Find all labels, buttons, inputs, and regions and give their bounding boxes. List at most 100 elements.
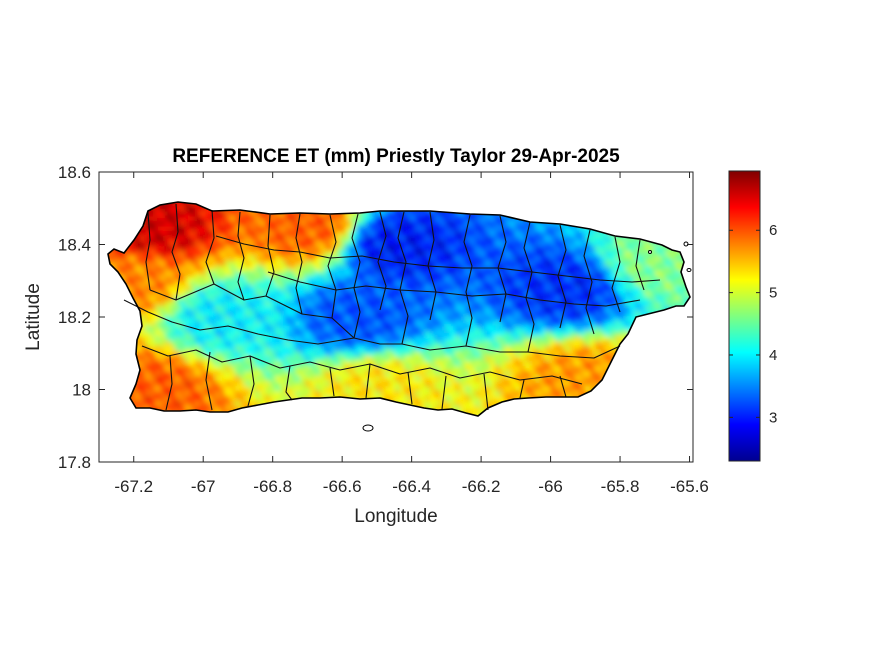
et-cell (250, 351, 256, 357)
et-cell (435, 216, 441, 222)
et-cell (465, 361, 471, 367)
et-cell (235, 271, 241, 277)
et-cell (235, 291, 241, 297)
et-cell (425, 326, 431, 332)
et-cell (550, 256, 556, 262)
et-cell (540, 371, 546, 377)
et-cell (380, 336, 386, 342)
et-cell (410, 386, 416, 392)
et-cell (355, 261, 361, 267)
et-cell (340, 296, 346, 302)
et-cell (405, 251, 411, 257)
et-cell (255, 271, 261, 277)
et-cell (600, 231, 606, 237)
et-cell (500, 316, 506, 322)
et-cell (145, 296, 151, 302)
et-cell (445, 246, 451, 252)
et-cell (290, 366, 296, 372)
et-cell (365, 331, 371, 337)
et-cell (450, 211, 456, 217)
et-cell (410, 301, 416, 307)
et-cell (160, 216, 166, 222)
et-cell (155, 401, 161, 407)
et-cell (505, 396, 511, 402)
et-cell (315, 366, 321, 372)
et-cell (430, 276, 436, 282)
et-cell (460, 231, 466, 237)
et-cell (185, 381, 191, 387)
et-cell (370, 346, 376, 352)
et-cell (580, 276, 586, 282)
et-cell (135, 301, 141, 307)
et-cell (285, 286, 291, 292)
et-cell (350, 316, 356, 322)
et-cell (460, 381, 466, 387)
et-cell (595, 361, 601, 367)
et-cell (340, 256, 346, 262)
et-cell (585, 316, 591, 322)
et-cell (415, 306, 421, 312)
et-cell (380, 251, 386, 257)
et-cell (425, 376, 431, 382)
et-cell (360, 341, 366, 347)
et-cell (185, 391, 191, 397)
et-cell (630, 301, 636, 307)
et-cell (365, 301, 371, 307)
et-cell (545, 276, 551, 282)
et-cell (595, 281, 601, 287)
et-cell (265, 321, 271, 327)
et-cell (270, 336, 276, 342)
et-cell (570, 391, 576, 397)
et-cell (325, 246, 331, 252)
et-cell (235, 401, 241, 407)
et-cell (485, 341, 491, 347)
et-cell (270, 396, 276, 402)
et-cell (280, 361, 286, 367)
et-cell (310, 221, 316, 227)
et-cell (430, 251, 436, 257)
et-cell (260, 326, 266, 332)
et-cell (495, 321, 501, 327)
et-cell (195, 281, 201, 287)
et-cell (205, 251, 211, 257)
et-cell (365, 361, 371, 367)
et-cell (165, 261, 171, 267)
et-cell (475, 336, 481, 342)
et-cell (270, 386, 276, 392)
et-cell (495, 261, 501, 267)
et-cell (405, 221, 411, 227)
et-cell (455, 251, 461, 257)
et-cell (535, 246, 541, 252)
et-cell (535, 331, 541, 337)
et-cell (410, 361, 416, 367)
et-cell (610, 266, 616, 272)
et-cell (450, 341, 456, 347)
et-cell (140, 291, 146, 297)
et-cell (595, 241, 601, 247)
et-cell (235, 316, 241, 322)
et-cell (140, 276, 146, 282)
et-cell (215, 331, 221, 337)
et-cell (355, 291, 361, 297)
et-cell (555, 261, 561, 267)
et-cell (285, 386, 291, 392)
et-cell (300, 351, 306, 357)
et-cell (405, 216, 411, 222)
et-cell (135, 246, 141, 252)
et-cell (305, 381, 311, 387)
et-cell (230, 256, 236, 262)
et-cell (485, 246, 491, 252)
et-cell (425, 316, 431, 322)
et-cell (510, 296, 516, 302)
et-cell (305, 341, 311, 347)
et-cell (140, 351, 146, 357)
et-cell (215, 256, 221, 262)
et-cell (155, 301, 161, 307)
et-cell (220, 266, 226, 272)
et-cell (585, 341, 591, 347)
et-cell (575, 321, 581, 327)
et-cell (200, 391, 206, 397)
et-cell (575, 246, 581, 252)
et-cell (610, 316, 616, 322)
et-cell (535, 316, 541, 322)
